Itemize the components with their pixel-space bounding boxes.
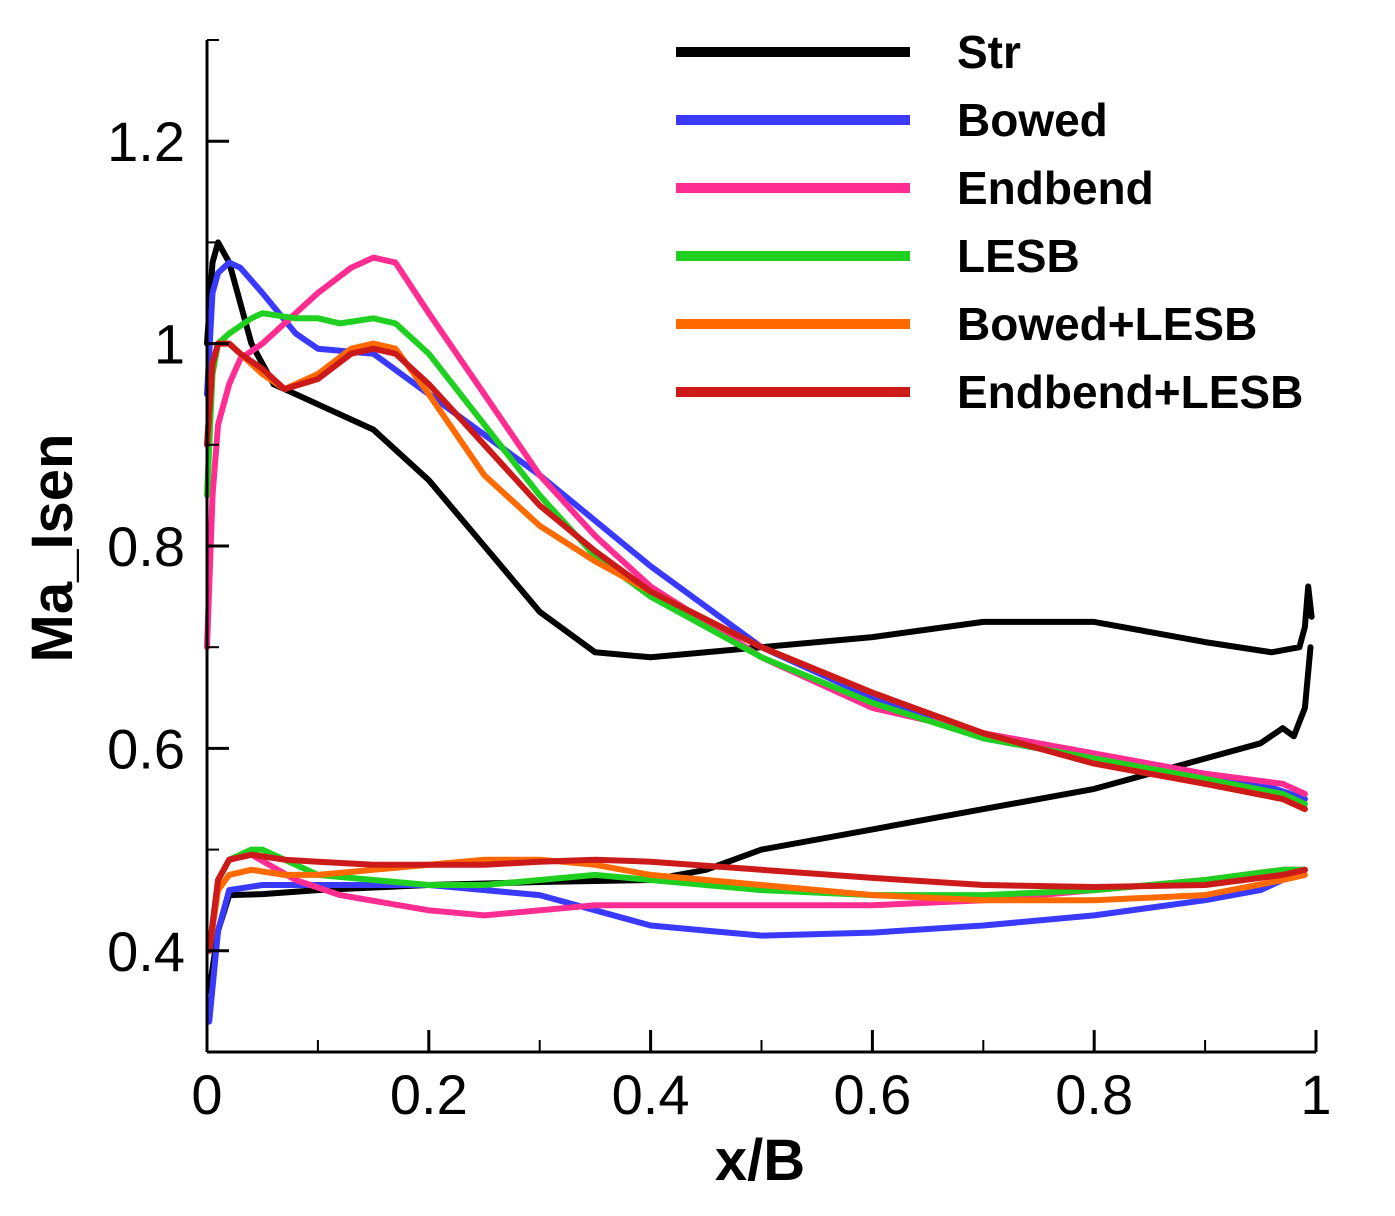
y-tick-label: 1.2 [107, 110, 185, 173]
x-tick-label: 0 [191, 1063, 222, 1126]
series-line-pressure-side [206, 866, 1308, 1025]
series-endbend-plus-lesb [204, 340, 1308, 954]
series-endbend [204, 254, 1308, 954]
series-layer [204, 239, 1315, 1025]
legend: Str Bowed Endbend LESB Bowed+LESB Endbend+LES… [676, 26, 1303, 418]
y-tick-label: 0.8 [107, 515, 185, 578]
legend-label: Bowed [957, 94, 1108, 146]
y-axis-title: Ma_Isen [20, 434, 85, 663]
x-tick-label: 0.4 [612, 1063, 690, 1126]
y-tick-label: 0.6 [107, 717, 185, 780]
series-line-pressure-side [206, 846, 1308, 954]
y-tick-label: 0.4 [107, 920, 185, 983]
legend-label: Str [957, 26, 1021, 78]
legend-label: Bowed+LESB [957, 298, 1257, 350]
x-axis-title: x/B [715, 1128, 805, 1193]
y-tick-label: 1 [154, 313, 185, 376]
legend-label: LESB [957, 230, 1080, 282]
legend-label: Endbend+LESB [957, 366, 1303, 418]
series-str [204, 239, 1315, 995]
x-tick-label: 1 [1300, 1063, 1331, 1126]
x-tick-label: 0.6 [833, 1063, 911, 1126]
series-line-pressure-side [206, 851, 1308, 954]
series-line-suction-side [204, 340, 1308, 813]
legend-label: Endbend [957, 162, 1154, 214]
series-line-suction-side [204, 254, 1308, 797]
ticks-layer: 0 0.2 0.4 0.6 0.8 1 0.4 0.6 0.8 1 1.2 [107, 39, 1332, 1126]
series-line-pressure-side [206, 644, 1314, 995]
x-tick-label: 0.8 [1055, 1063, 1133, 1126]
series-line-suction-side [204, 239, 1315, 661]
x-tick-label: 0.2 [390, 1063, 468, 1126]
